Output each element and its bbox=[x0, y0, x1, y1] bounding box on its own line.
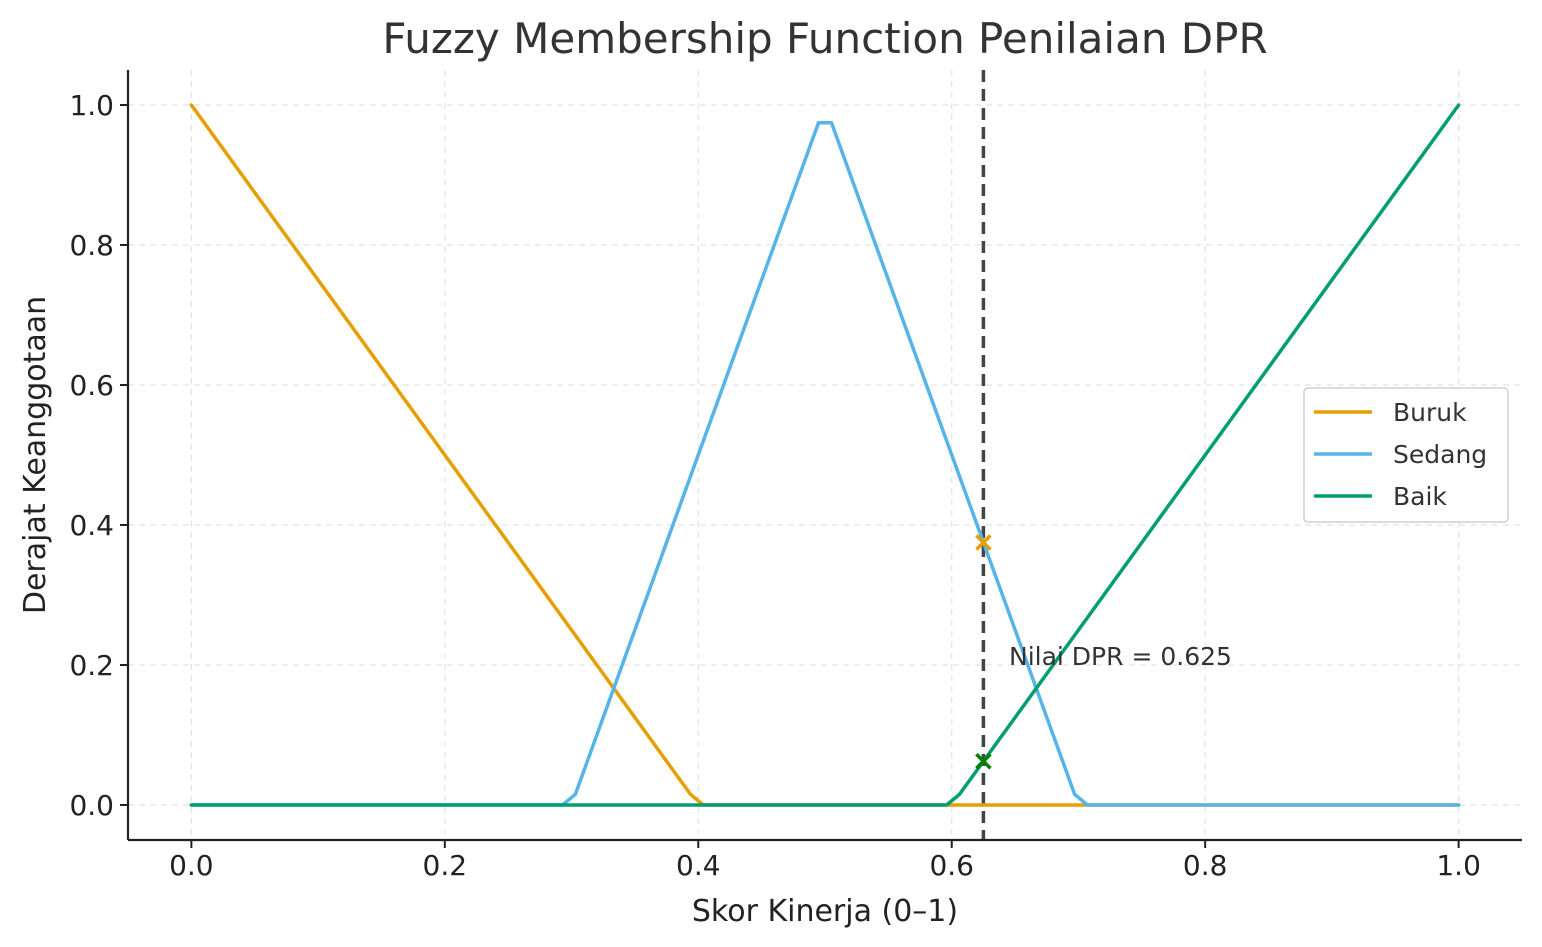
marker-x-0 bbox=[975, 534, 992, 551]
y-tick-label: 0.4 bbox=[69, 509, 114, 542]
x-axis-label: Skor Kinerja (0–1) bbox=[692, 894, 958, 929]
x-tick-label: 0.2 bbox=[423, 849, 468, 882]
series-line-sedang bbox=[189, 120, 1461, 807]
y-tick-label: 0.0 bbox=[69, 789, 114, 822]
series-layer bbox=[189, 103, 1461, 807]
marker-stroke bbox=[975, 753, 992, 770]
axes: 0.0 0.2 0.4 0.6 0.8 1.0 0.0 0.2 0.4 0.6 0.8 1.0 bbox=[69, 70, 1522, 882]
x-tick-label: 0.8 bbox=[1183, 849, 1228, 882]
legend-frame bbox=[1303, 387, 1509, 523]
y-tick-label: 0.2 bbox=[69, 649, 114, 682]
chart-title: Fuzzy Membership Function Penilaian DPR bbox=[382, 14, 1267, 63]
marker-x-1 bbox=[975, 753, 992, 770]
legend-label-baik: Baik bbox=[1393, 482, 1447, 511]
x-tick-label: 0.0 bbox=[169, 849, 214, 882]
x-tick-label: 1.0 bbox=[1436, 849, 1481, 882]
annotation-dpr-value: Nilai DPR = 0.625 bbox=[1009, 642, 1232, 671]
legend-label-sedang: Sedang bbox=[1393, 440, 1487, 469]
y-axis-label: Derajat Keanggotaan bbox=[18, 296, 53, 614]
x-tick-label: 0.6 bbox=[929, 849, 974, 882]
marker-stroke bbox=[975, 534, 992, 551]
marker-layer bbox=[975, 534, 992, 770]
legend-label-buruk: Buruk bbox=[1393, 398, 1467, 427]
y-tick-label: 1.0 bbox=[69, 89, 114, 122]
series-line-buruk bbox=[189, 103, 1461, 807]
x-tick-label: 0.4 bbox=[676, 849, 721, 882]
y-tick-label: 0.8 bbox=[69, 229, 114, 262]
legend: Buruk Sedang Baik bbox=[1303, 387, 1509, 523]
y-tick-label: 0.6 bbox=[69, 369, 114, 402]
series-line-baik bbox=[189, 103, 1461, 807]
